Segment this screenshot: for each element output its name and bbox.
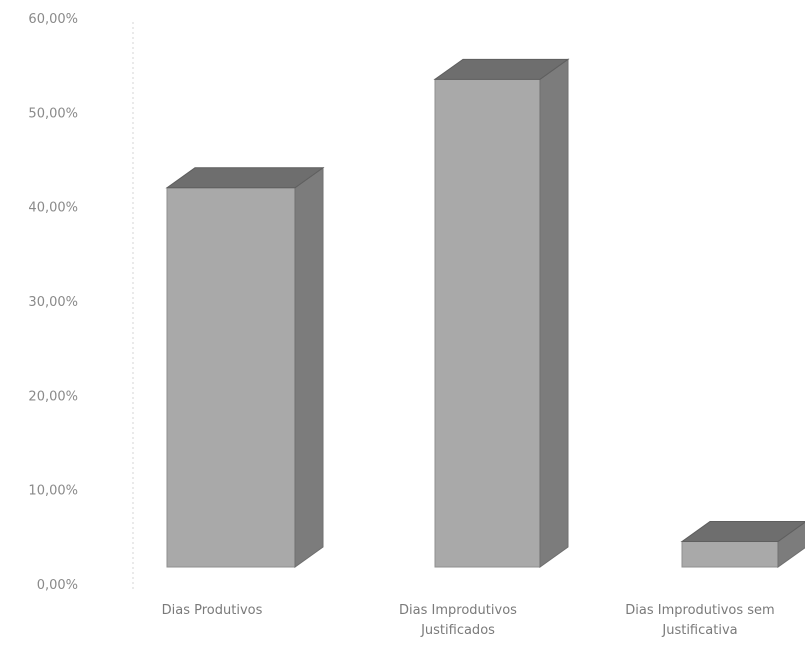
y-tick-label: 50,00% (28, 106, 78, 121)
labels-layer: Dias Produtivos Dias Improdutivos Justific… (162, 603, 775, 638)
bar-side-face (294, 166, 324, 568)
bar-side-face (539, 58, 569, 568)
x-category-label: Dias Produtivos (162, 603, 263, 618)
y-tick-label: 0,00% (37, 578, 78, 593)
x-category-label: Dias Improdutivos Justificados (399, 603, 517, 638)
bar-2 (433, 58, 570, 568)
y-tick-label: 30,00% (28, 295, 78, 310)
bar-top-face (433, 58, 570, 80)
bar-front-face (681, 541, 779, 568)
x-category-label-line: Dias Improdutivos (399, 603, 517, 618)
y-tick-label: 10,00% (28, 484, 78, 499)
bar-front-face (434, 78, 541, 568)
bar-front-face (166, 187, 296, 568)
bar-1 (165, 166, 325, 568)
bar-top-face (680, 521, 805, 543)
x-category-label-line: Justificativa (661, 623, 737, 638)
x-category-label-line: Justificados (420, 623, 495, 638)
bar-top-face (165, 167, 325, 189)
y-tick-label: 40,00% (28, 201, 78, 216)
axis-layer: 0,00% 10,00% 20,00% 30,00% 40,00% 50,00% 60,00… (28, 12, 134, 593)
y-tick-label: 60,00% (28, 12, 78, 27)
bar-3 (680, 521, 805, 568)
x-category-label-line: Dias Improdutivos sem (625, 603, 774, 618)
y-tick-label: 20,00% (28, 389, 78, 404)
bars-layer (165, 58, 805, 568)
x-category-label: Dias Improdutivos sem Justificativa (625, 603, 774, 638)
x-category-label-line: Dias Produtivos (162, 603, 263, 618)
